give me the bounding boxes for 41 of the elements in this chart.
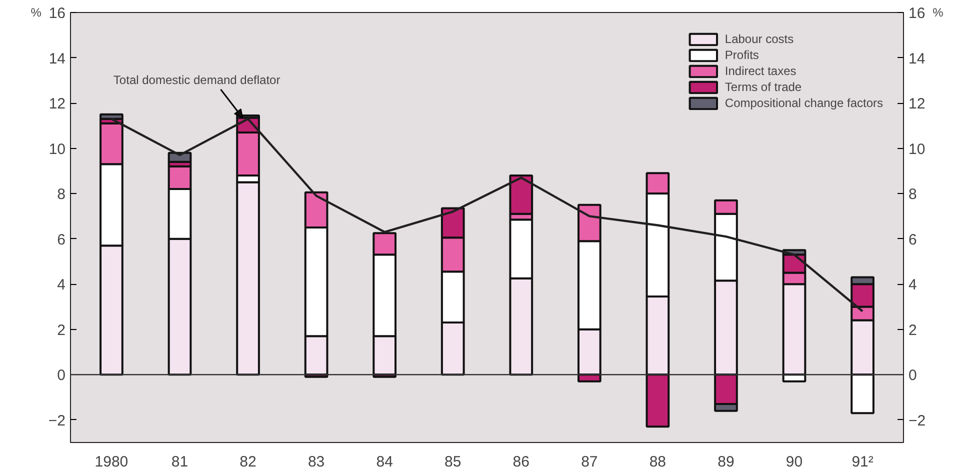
x-tick-label: 86	[512, 454, 530, 470]
y-tick-label: 14	[48, 50, 66, 68]
x-tick-label: 1980	[94, 454, 128, 470]
y2-tick-label: −2	[908, 412, 926, 430]
y2-tick-label: 0	[908, 367, 917, 384]
y2-tick-label: 2	[908, 322, 917, 339]
x-tick-label: 90	[786, 454, 803, 470]
legend-label: Labour costs	[724, 32, 794, 46]
x-tick-label: 82	[240, 454, 256, 470]
y-tick-label: 6	[57, 231, 66, 248]
x-tick-label: 84	[376, 454, 393, 470]
x-tick-label: 81	[171, 454, 188, 470]
x-tick-label: 85	[444, 454, 462, 470]
annotation: Total domestic demand deflator	[113, 73, 280, 88]
legend-label: Terms of trade	[724, 80, 802, 94]
y-axis-title: %	[30, 6, 42, 20]
legend-label: Compositional change factors	[724, 96, 883, 110]
y-tick-label: 2	[57, 322, 66, 339]
y-tick-label: 0	[57, 367, 66, 384]
line-series	[110, 118, 864, 312]
y2-tick-label: 12	[908, 96, 926, 113]
y2-tick-label: 10	[908, 140, 926, 158]
y-tick-label: 4	[57, 276, 66, 294]
x-tick-label: 87	[581, 454, 598, 470]
y2-tick-label: 8	[908, 186, 917, 204]
y-tick-label: 8	[57, 186, 66, 204]
y2-tick-label: 6	[908, 231, 917, 248]
x-tick-label: 83	[308, 454, 325, 470]
x-tick-label: 88	[649, 454, 666, 470]
x-tick-label: 89	[718, 454, 734, 470]
y2-tick-label: 16	[908, 5, 926, 22]
y-tick-label: −2	[48, 412, 66, 430]
legend-label: Profits	[724, 48, 759, 62]
y-tick-label: 12	[48, 96, 66, 113]
y-tick-label: 10	[48, 140, 66, 158]
y-tick-label: 16	[48, 5, 66, 22]
y2-axis-title: %	[932, 6, 944, 20]
x-tick-label: 91²	[852, 454, 874, 470]
y2-tick-label: 4	[908, 276, 917, 294]
legend-label: Indirect taxes	[724, 64, 796, 78]
y2-tick-label: 14	[908, 50, 926, 68]
